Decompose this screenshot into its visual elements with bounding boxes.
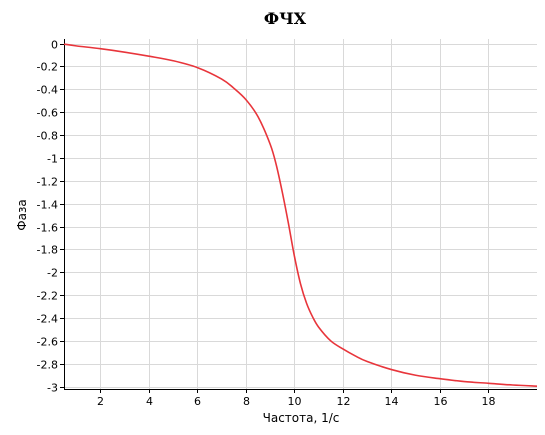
y-tick-label: 0 xyxy=(51,39,58,52)
plot-area xyxy=(64,39,537,389)
phase-data-point xyxy=(63,43,65,45)
y-tick-label: -2.6 xyxy=(37,336,58,349)
chart-title: ФЧХ xyxy=(264,9,307,28)
phase-data-point xyxy=(463,381,465,383)
phase-data-point xyxy=(245,99,247,101)
x-tick-label: 10 xyxy=(288,395,302,408)
y-tick-label: -2.4 xyxy=(37,313,58,326)
x-axis-label: Частота, 1/с xyxy=(263,411,340,425)
x-tick-label: 8 xyxy=(243,395,250,408)
phase-data-point xyxy=(282,191,284,193)
x-tick-label: 6 xyxy=(194,395,201,408)
phase-data-point xyxy=(354,355,356,357)
phase-data-point xyxy=(75,45,77,47)
y-axis-label: Фаза xyxy=(15,199,29,230)
y-tick-label: -1.6 xyxy=(37,222,58,235)
phase-data-point xyxy=(439,378,441,380)
phase-data-point xyxy=(366,361,368,363)
y-tick-label: -1.2 xyxy=(37,176,58,189)
y-tick-label: -0.2 xyxy=(37,61,58,74)
phase-data-point xyxy=(294,256,296,258)
phase-data-point xyxy=(536,385,538,387)
grid-layer xyxy=(64,39,537,389)
phase-data-point xyxy=(172,60,174,62)
phase-data-point xyxy=(197,67,199,69)
y-tick-label: -0.6 xyxy=(37,107,58,120)
axis-layer: 2 4 6 8 10 12 14 16 18 0 -0.2 -0.4 -0.6 -0.8 -1 -1.2 -1.… xyxy=(37,39,537,408)
y-tick-label: -0.4 xyxy=(37,84,58,97)
y-tick-label: -2 xyxy=(47,267,58,280)
phase-data-point xyxy=(148,55,150,57)
y-tick-label: -0.8 xyxy=(37,130,58,143)
phase-data-point xyxy=(488,382,490,384)
x-tick-label: 12 xyxy=(337,395,351,408)
x-tick-label: 14 xyxy=(385,395,399,408)
y-tick-label: -1.8 xyxy=(37,244,58,257)
phase-data-point xyxy=(288,222,290,224)
phase-data-point xyxy=(300,283,302,285)
phase-data-point xyxy=(269,143,271,145)
phase-data-point xyxy=(312,316,314,318)
y-tick-label: -2.2 xyxy=(37,290,58,303)
phase-data-point xyxy=(330,340,332,342)
phase-data-point xyxy=(342,348,344,350)
phase-data-point xyxy=(318,326,320,328)
x-tick-label: 2 xyxy=(97,395,104,408)
phase-data-point xyxy=(306,302,308,304)
phase-data-point xyxy=(221,78,223,80)
phase-data-point xyxy=(415,374,417,376)
phase-data-point xyxy=(233,87,235,89)
phase-data-point xyxy=(275,164,277,166)
y-tick-label: -2.8 xyxy=(37,359,58,372)
x-tick-label: 18 xyxy=(482,395,496,408)
y-tick-label: -1 xyxy=(47,153,58,166)
phase-data-point xyxy=(124,51,126,53)
phase-series-line xyxy=(63,43,538,387)
y-tick-label: -1.4 xyxy=(37,199,58,212)
series-layer xyxy=(63,43,538,387)
phase-data-point xyxy=(100,48,102,50)
phase-data-point xyxy=(257,116,259,118)
x-tick-label: 16 xyxy=(434,395,448,408)
x-tick-label: 4 xyxy=(146,395,153,408)
phase-data-point xyxy=(512,384,514,386)
phase-data-point xyxy=(391,369,393,371)
y-tick-label: -3 xyxy=(47,382,58,395)
